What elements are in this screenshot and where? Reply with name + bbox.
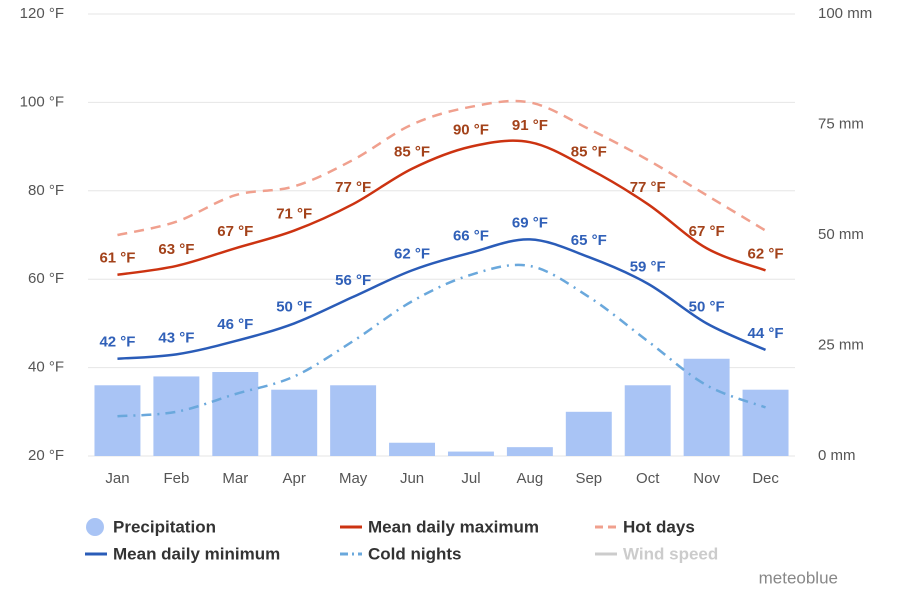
precipitation-bar: [153, 376, 200, 456]
data-label: 50 °F: [689, 298, 725, 315]
data-label: 85 °F: [394, 144, 430, 161]
legend-label: Precipitation: [113, 517, 216, 536]
y-tick-label: 40 °F: [28, 359, 64, 376]
y-tick-label: 20 °F: [28, 447, 64, 464]
legend-label: Mean daily minimum: [113, 544, 280, 563]
legend-item: Mean daily minimum: [85, 544, 280, 563]
x-tick-label: Jul: [461, 470, 480, 487]
y-tick-label: 60 °F: [28, 270, 64, 287]
data-label: 77 °F: [335, 179, 371, 196]
data-label: 43 °F: [158, 329, 194, 346]
line: [117, 263, 766, 418]
precipitation-bar: [565, 411, 612, 456]
data-label: 69 °F: [512, 214, 548, 231]
data-label: 46 °F: [217, 316, 253, 333]
y-tick-label: 80 °F: [28, 182, 64, 199]
data-label: 63 °F: [158, 241, 194, 258]
line: [117, 139, 766, 277]
x-tick-label: Feb: [163, 470, 189, 487]
x-tick-label: May: [339, 470, 368, 487]
x-tick-label: Aug: [517, 470, 544, 487]
data-label: 50 °F: [276, 298, 312, 315]
legend-item: Wind speed: [595, 544, 718, 563]
legend-item: Precipitation: [86, 517, 216, 536]
y2-tick-label: 75 mm: [818, 115, 864, 132]
y2-tick-label: 25 mm: [818, 336, 864, 353]
x-tick-label: Nov: [693, 470, 720, 487]
legend-item: Cold nights: [340, 544, 461, 563]
data-label: 90 °F: [453, 122, 489, 139]
legend-label: Wind speed: [623, 544, 718, 563]
data-label: 59 °F: [630, 259, 666, 276]
data-label: 42 °F: [99, 334, 135, 351]
data-label: 65 °F: [571, 232, 607, 249]
precipitation-bar: [271, 389, 318, 456]
data-label: 61 °F: [99, 250, 135, 267]
x-tick-label: Sep: [575, 470, 602, 487]
x-tick-label: Jan: [105, 470, 129, 487]
data-label: 85 °F: [571, 144, 607, 161]
precipitation-bar: [447, 451, 494, 456]
legend-item: Mean daily maximum: [340, 517, 539, 536]
x-tick-label: Jun: [400, 470, 424, 487]
precipitation-bar: [506, 447, 553, 456]
legend-label: Hot days: [623, 517, 695, 536]
precipitation-bar: [624, 385, 671, 456]
data-label: 71 °F: [276, 206, 312, 223]
precipitation-bar: [212, 372, 259, 456]
data-label: 62 °F: [748, 245, 784, 262]
data-label: 67 °F: [689, 223, 725, 240]
data-label: 62 °F: [394, 245, 430, 262]
line: [117, 99, 767, 237]
legend-item: Hot days: [595, 517, 695, 536]
precipitation-bar: [683, 358, 730, 456]
precipitation-bar: [330, 385, 377, 456]
x-tick-label: Apr: [283, 470, 306, 487]
data-label: 67 °F: [217, 223, 253, 240]
precipitation-bar: [742, 389, 789, 456]
data-label: 66 °F: [453, 228, 489, 245]
line: [117, 238, 767, 361]
legend-label: Mean daily maximum: [368, 517, 539, 536]
y2-tick-label: 50 mm: [818, 226, 864, 243]
data-label: 56 °F: [335, 272, 371, 289]
y-tick-label: 100 °F: [20, 93, 64, 110]
y2-tick-label: 100 mm: [818, 5, 872, 22]
legend-swatch: [86, 518, 104, 536]
x-tick-label: Oct: [636, 470, 660, 487]
data-label: 44 °F: [748, 325, 784, 342]
precipitation-bar: [94, 385, 141, 456]
x-tick-label: Mar: [222, 470, 248, 487]
precipitation-bar: [389, 442, 436, 456]
data-label: 77 °F: [630, 179, 666, 196]
y-tick-label: 120 °F: [20, 5, 64, 22]
data-label: 91 °F: [512, 117, 548, 134]
legend-label: Cold nights: [368, 544, 461, 563]
watermark: meteoblue: [759, 568, 838, 587]
y2-tick-label: 0 mm: [818, 447, 856, 464]
x-tick-label: Dec: [752, 470, 779, 487]
